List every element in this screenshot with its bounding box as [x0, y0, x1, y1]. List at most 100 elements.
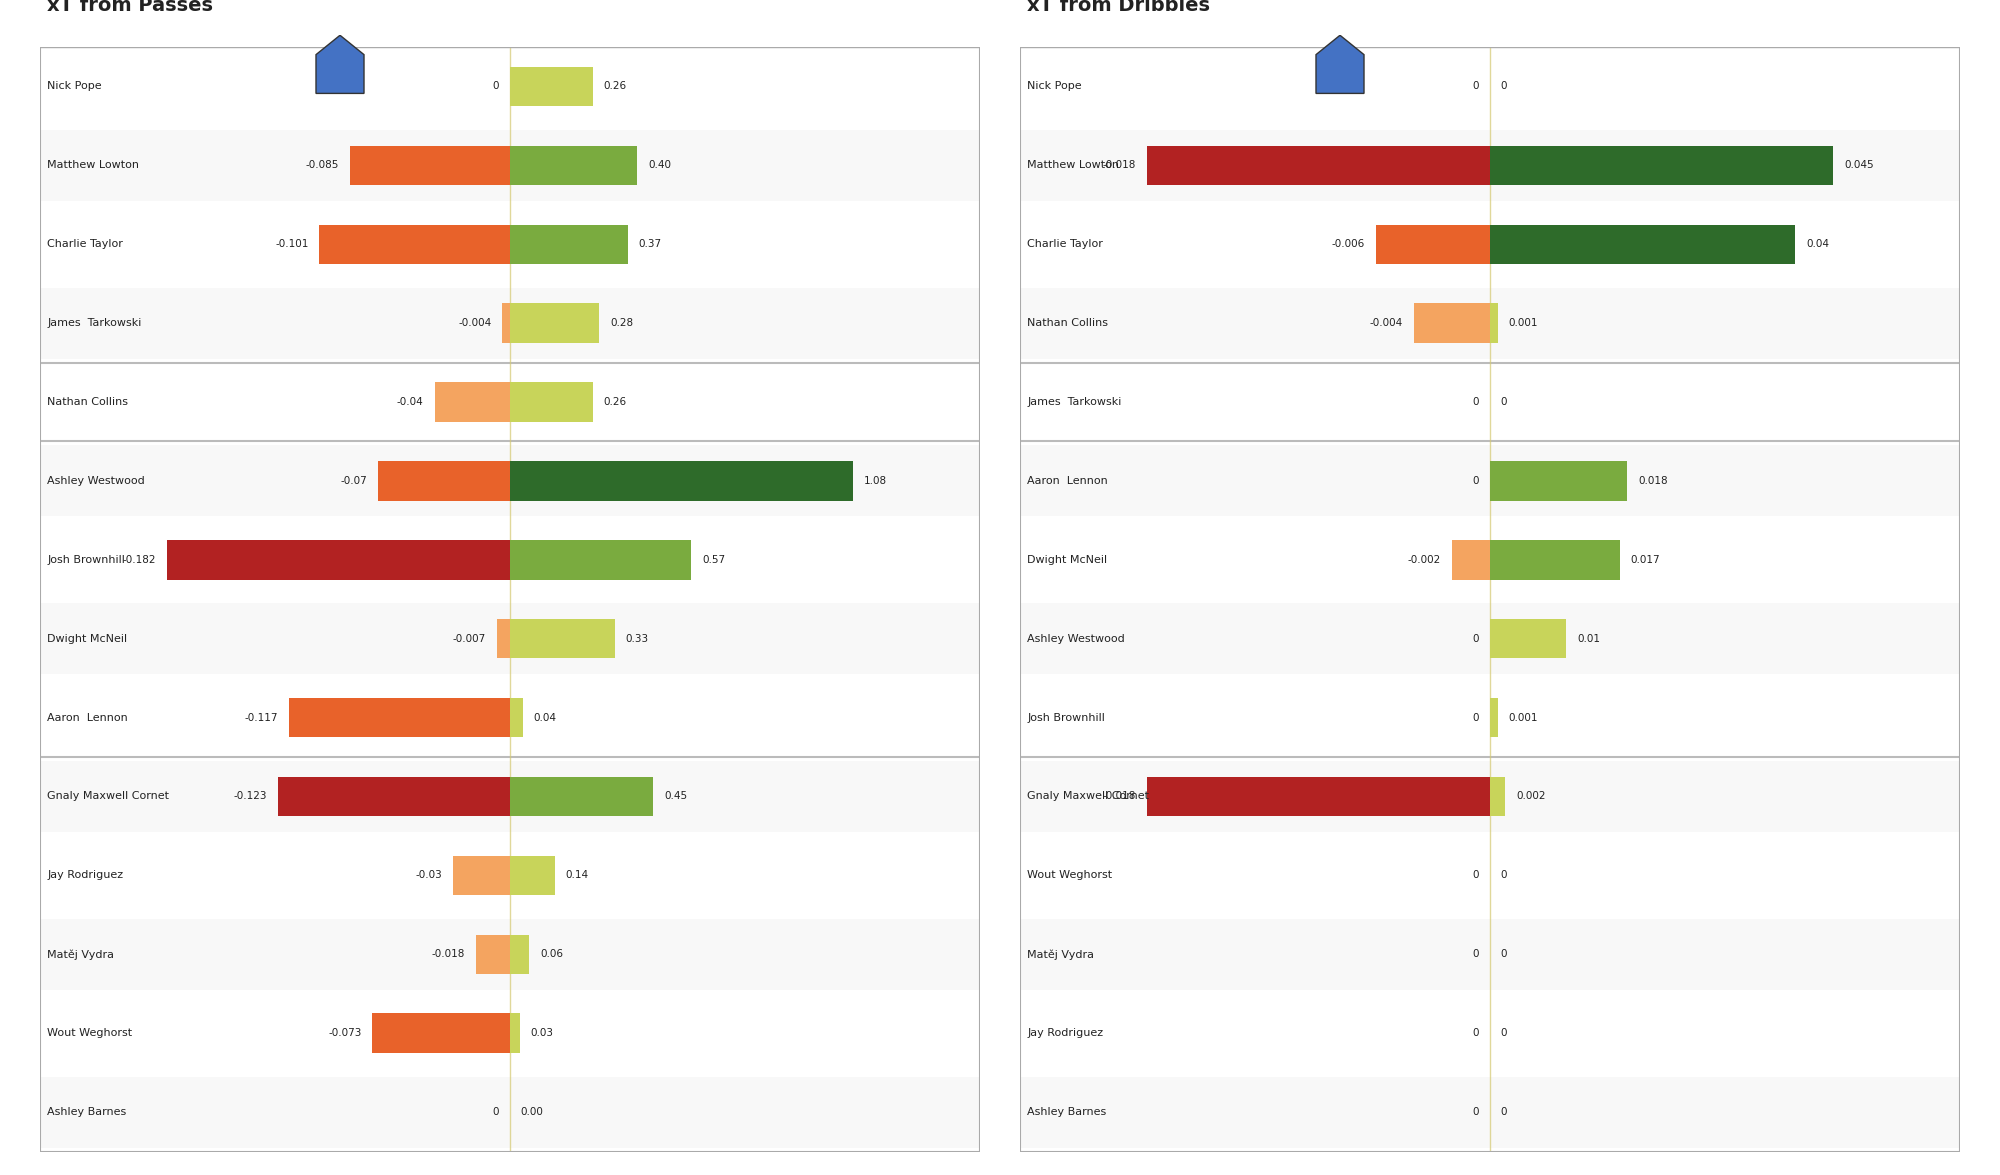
Text: -0.117: -0.117	[244, 712, 278, 723]
Text: -0.04: -0.04	[396, 397, 424, 407]
FancyBboxPatch shape	[510, 67, 592, 106]
Text: 0: 0	[1472, 712, 1480, 723]
Text: 0: 0	[1500, 949, 1508, 959]
FancyBboxPatch shape	[40, 682, 980, 753]
Text: 0.03: 0.03	[530, 1028, 554, 1039]
FancyBboxPatch shape	[372, 1013, 510, 1053]
FancyBboxPatch shape	[1020, 761, 1960, 832]
FancyBboxPatch shape	[1146, 777, 1490, 817]
Text: Josh Brownhill: Josh Brownhill	[1028, 712, 1106, 723]
FancyBboxPatch shape	[1020, 998, 1960, 1069]
Text: -0.018: -0.018	[1102, 160, 1136, 170]
FancyBboxPatch shape	[510, 698, 522, 738]
Text: Jay Rodriguez: Jay Rodriguez	[1028, 1028, 1104, 1039]
FancyBboxPatch shape	[1020, 367, 1960, 437]
Text: 0: 0	[1472, 397, 1480, 407]
Text: 0: 0	[1472, 633, 1480, 644]
Text: -0.07: -0.07	[340, 476, 368, 486]
FancyBboxPatch shape	[40, 919, 980, 989]
Text: 0: 0	[492, 1107, 500, 1117]
Text: 0: 0	[1472, 1028, 1480, 1039]
FancyBboxPatch shape	[1020, 129, 1960, 201]
Text: Matěj Vydra: Matěj Vydra	[48, 949, 114, 960]
FancyBboxPatch shape	[510, 303, 600, 343]
Text: Nick Pope: Nick Pope	[48, 81, 102, 92]
Text: 1.08: 1.08	[864, 476, 888, 486]
FancyBboxPatch shape	[1020, 445, 1960, 517]
FancyBboxPatch shape	[510, 382, 592, 422]
FancyBboxPatch shape	[1490, 777, 1506, 817]
Text: -0.03: -0.03	[416, 871, 442, 880]
Text: Matthew Lowton: Matthew Lowton	[48, 160, 140, 170]
Text: 0.045: 0.045	[1844, 160, 1874, 170]
FancyBboxPatch shape	[40, 288, 980, 358]
Text: Ashley Barnes: Ashley Barnes	[48, 1107, 126, 1117]
FancyBboxPatch shape	[1490, 461, 1628, 501]
FancyBboxPatch shape	[1490, 540, 1620, 579]
FancyBboxPatch shape	[502, 303, 510, 343]
Text: Dwight McNeil: Dwight McNeil	[1028, 555, 1108, 565]
FancyBboxPatch shape	[290, 698, 510, 738]
FancyBboxPatch shape	[510, 224, 628, 264]
Text: Aaron  Lennon: Aaron Lennon	[48, 712, 128, 723]
Polygon shape	[1316, 35, 1364, 93]
Text: 0.001: 0.001	[1508, 712, 1538, 723]
FancyBboxPatch shape	[510, 777, 654, 817]
FancyBboxPatch shape	[510, 461, 854, 501]
FancyBboxPatch shape	[434, 382, 510, 422]
Polygon shape	[316, 35, 364, 93]
FancyBboxPatch shape	[1490, 303, 1498, 343]
Text: 0: 0	[1500, 1107, 1508, 1117]
FancyBboxPatch shape	[1376, 224, 1490, 264]
Text: 0.04: 0.04	[1806, 240, 1830, 249]
Text: 0.06: 0.06	[540, 949, 562, 959]
Text: -0.073: -0.073	[328, 1028, 362, 1039]
Text: Matěj Vydra: Matěj Vydra	[1028, 949, 1094, 960]
Text: -0.006: -0.006	[1332, 240, 1364, 249]
Text: 0.57: 0.57	[702, 555, 726, 565]
Text: Wout Weghorst: Wout Weghorst	[1028, 871, 1112, 880]
Text: xT from Dribbles: xT from Dribbles	[1028, 0, 1210, 15]
FancyBboxPatch shape	[1414, 303, 1490, 343]
Text: 0.04: 0.04	[534, 712, 556, 723]
FancyBboxPatch shape	[1490, 146, 1834, 186]
Text: Gnaly Maxwell Cornet: Gnaly Maxwell Cornet	[1028, 792, 1150, 801]
FancyBboxPatch shape	[1490, 619, 1566, 658]
Text: Ashley Westwood: Ashley Westwood	[1028, 633, 1124, 644]
Text: 0: 0	[1472, 949, 1480, 959]
FancyBboxPatch shape	[1146, 146, 1490, 186]
FancyBboxPatch shape	[510, 855, 554, 895]
Text: 0: 0	[1500, 397, 1508, 407]
Text: 0.40: 0.40	[648, 160, 672, 170]
Text: -0.101: -0.101	[276, 240, 308, 249]
Text: Gnaly Maxwell Cornet: Gnaly Maxwell Cornet	[48, 792, 170, 801]
Text: 0: 0	[1500, 871, 1508, 880]
FancyBboxPatch shape	[1490, 224, 1796, 264]
Text: 0.00: 0.00	[520, 1107, 544, 1117]
Text: 0.28: 0.28	[610, 318, 634, 328]
Text: -0.018: -0.018	[432, 949, 466, 959]
FancyBboxPatch shape	[40, 1076, 980, 1148]
FancyBboxPatch shape	[1490, 698, 1498, 738]
Text: Ashley Westwood: Ashley Westwood	[48, 476, 144, 486]
Text: 0: 0	[1472, 871, 1480, 880]
FancyBboxPatch shape	[1020, 524, 1960, 596]
Text: James  Tarkowski: James Tarkowski	[48, 318, 142, 328]
Text: Josh Brownhill: Josh Brownhill	[48, 555, 126, 565]
FancyBboxPatch shape	[510, 1013, 520, 1053]
FancyBboxPatch shape	[278, 777, 510, 817]
FancyBboxPatch shape	[510, 934, 530, 974]
FancyBboxPatch shape	[510, 146, 638, 186]
FancyBboxPatch shape	[1020, 919, 1960, 989]
FancyBboxPatch shape	[1020, 288, 1960, 358]
FancyBboxPatch shape	[1020, 1076, 1960, 1148]
Text: 0.017: 0.017	[1630, 555, 1660, 565]
Text: -0.004: -0.004	[458, 318, 492, 328]
Text: xT from Passes: xT from Passes	[48, 0, 214, 15]
Text: -0.004: -0.004	[1370, 318, 1402, 328]
Text: -0.182: -0.182	[122, 555, 156, 565]
FancyBboxPatch shape	[40, 51, 980, 122]
FancyBboxPatch shape	[40, 129, 980, 201]
Text: Charlie Taylor: Charlie Taylor	[1028, 240, 1104, 249]
FancyBboxPatch shape	[40, 840, 980, 911]
